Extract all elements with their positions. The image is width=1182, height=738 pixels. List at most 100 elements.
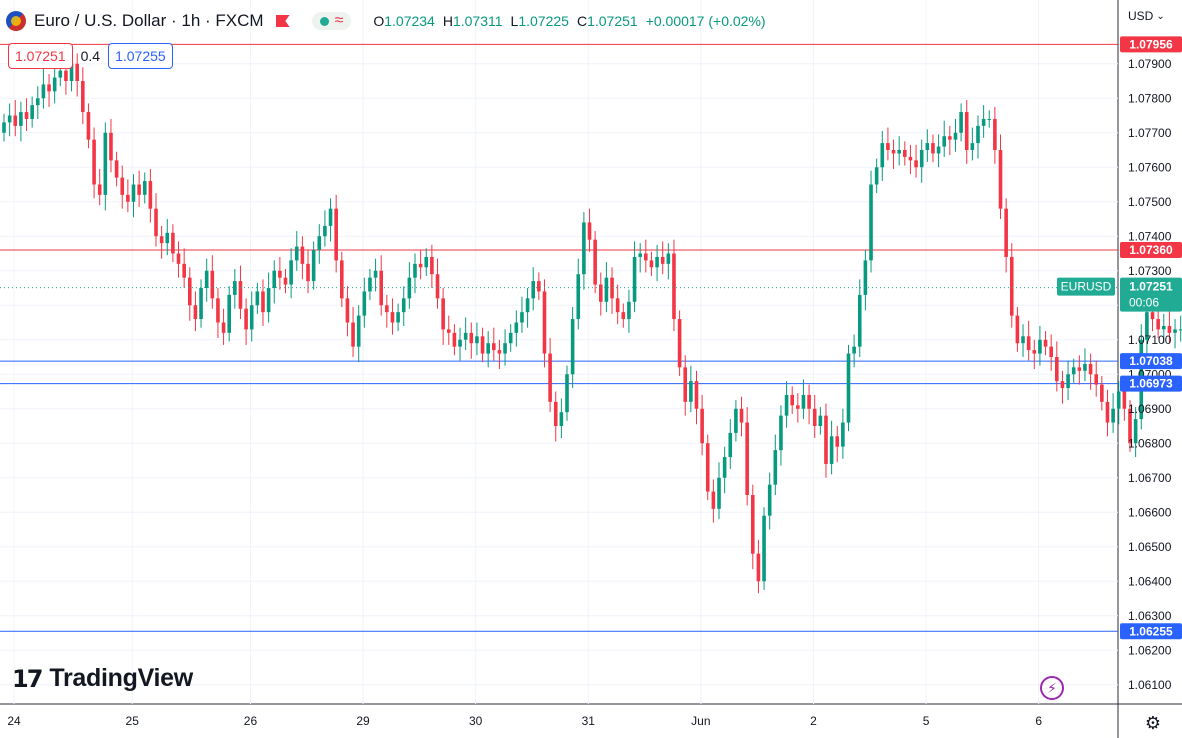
candle-body bbox=[1077, 367, 1082, 371]
candle-body bbox=[773, 450, 778, 485]
candle-body bbox=[1083, 363, 1087, 371]
candle-body bbox=[677, 319, 682, 368]
candle-body bbox=[1133, 419, 1138, 444]
candle-body bbox=[542, 291, 547, 354]
market-status[interactable]: ≈ bbox=[311, 12, 352, 30]
candle-body bbox=[1004, 208, 1008, 257]
candle-body bbox=[306, 263, 310, 282]
candle-body bbox=[660, 256, 665, 264]
candle-body bbox=[35, 98, 40, 106]
ohlc-values: O1.07234 H1.07311 L1.07225 C1.07251 +0.0… bbox=[373, 13, 765, 29]
quote-row: 1.07251 0.4 1.07255 bbox=[8, 43, 173, 69]
change-value: +0.00017 (+0.02%) bbox=[645, 13, 766, 29]
candle-body bbox=[266, 288, 271, 313]
level-price-tag-label: 1.06255 bbox=[1129, 624, 1173, 638]
candle-body bbox=[137, 184, 141, 195]
candle-body bbox=[570, 319, 575, 375]
candle-body bbox=[1178, 329, 1182, 331]
candle-body bbox=[497, 350, 502, 354]
price-tick-label: 1.07100 bbox=[1128, 333, 1172, 347]
sell-button[interactable]: 1.07251 bbox=[8, 43, 73, 69]
currency-selector[interactable]: USD ⌄ bbox=[1128, 9, 1165, 23]
candle-body bbox=[1088, 363, 1093, 375]
low-label: L bbox=[510, 13, 519, 29]
level-price-tag[interactable] bbox=[1120, 375, 1182, 392]
level-price-tag[interactable] bbox=[1120, 353, 1182, 370]
wave-icon: ≈ bbox=[334, 12, 344, 29]
candle-body bbox=[238, 281, 243, 309]
symbol-title[interactable]: Euro / U.S. Dollar · 1h · FXCM bbox=[34, 11, 264, 30]
candle-body bbox=[852, 346, 856, 354]
candle-body bbox=[948, 136, 952, 140]
candle-body bbox=[1167, 325, 1172, 333]
dot-icon bbox=[319, 16, 329, 26]
candle-body bbox=[480, 336, 485, 354]
candle-body bbox=[959, 112, 963, 133]
symbol-tag[interactable] bbox=[1057, 277, 1115, 296]
level-price-tag[interactable] bbox=[1120, 36, 1182, 53]
candle-body bbox=[919, 150, 924, 168]
candle-body bbox=[700, 408, 704, 444]
high-label: H bbox=[442, 13, 453, 29]
candle-body bbox=[401, 298, 406, 313]
candle-body bbox=[644, 253, 648, 261]
candle-body bbox=[368, 277, 372, 292]
low-value: 1.07225 bbox=[518, 13, 569, 29]
price-tick-label: 1.06900 bbox=[1128, 402, 1172, 416]
level-price-tag[interactable] bbox=[1120, 242, 1182, 259]
candle-body bbox=[114, 160, 119, 178]
settings-icon[interactable]: ⚙ bbox=[1144, 713, 1162, 733]
candle-body bbox=[154, 208, 158, 237]
flag-icon bbox=[6, 11, 26, 31]
candle-body bbox=[762, 515, 766, 582]
candle-body bbox=[1173, 329, 1177, 333]
time-tick-label: 31 bbox=[582, 714, 596, 728]
candle-body bbox=[52, 77, 57, 92]
candle-body bbox=[705, 443, 710, 492]
current-price-label: 1.07251 bbox=[1129, 280, 1173, 294]
candle-body bbox=[745, 422, 749, 495]
candle-body bbox=[193, 305, 198, 320]
candle-body bbox=[525, 298, 530, 313]
candle-body bbox=[486, 343, 490, 354]
candle-body bbox=[328, 208, 333, 226]
tradingview-logo[interactable]: 17 TradingView bbox=[12, 664, 193, 693]
candle-body bbox=[1161, 325, 1166, 330]
candle-body bbox=[987, 118, 992, 120]
candle-body bbox=[1049, 346, 1053, 357]
current-price-tag[interactable] bbox=[1120, 277, 1182, 312]
candle-body bbox=[1156, 319, 1160, 330]
price-tick-label: 1.07600 bbox=[1128, 160, 1172, 174]
price-tick-label: 1.06600 bbox=[1128, 505, 1172, 519]
candle-body bbox=[734, 408, 738, 433]
candle-body bbox=[458, 339, 462, 347]
candle-body bbox=[531, 281, 536, 299]
candle-body bbox=[908, 156, 913, 161]
candle-body bbox=[407, 277, 412, 299]
candle-body bbox=[717, 477, 721, 509]
candle-body bbox=[171, 232, 175, 254]
candle-body bbox=[565, 374, 569, 413]
candle-body bbox=[903, 150, 907, 157]
red-flag-icon[interactable] bbox=[275, 15, 290, 27]
bolt-icon[interactable]: ⚡ bbox=[1040, 676, 1064, 700]
candle-body bbox=[1071, 367, 1076, 375]
time-tick-label: 24 bbox=[7, 714, 21, 728]
candle-body bbox=[841, 422, 845, 447]
candle-body bbox=[711, 491, 716, 509]
price-tick-label: 1.07500 bbox=[1128, 195, 1172, 209]
candle-body bbox=[869, 184, 873, 261]
candle-body bbox=[126, 194, 130, 202]
buy-button[interactable]: 1.07255 bbox=[108, 43, 173, 69]
level-price-tag[interactable] bbox=[1120, 623, 1182, 640]
candle-body bbox=[784, 394, 789, 416]
candle-body bbox=[1105, 401, 1110, 423]
level-price-tag-label: 1.07956 bbox=[1129, 37, 1173, 51]
price-tick-label: 1.07800 bbox=[1128, 91, 1172, 105]
price-axis: 1.06100 1.06200 1.06300 1.06400 1.06500 1.066… bbox=[1128, 57, 1172, 692]
chevron-down-icon: ⌄ bbox=[1156, 10, 1165, 22]
candle-body bbox=[362, 291, 367, 316]
candle-body bbox=[1122, 391, 1127, 409]
candle-body bbox=[582, 222, 586, 275]
